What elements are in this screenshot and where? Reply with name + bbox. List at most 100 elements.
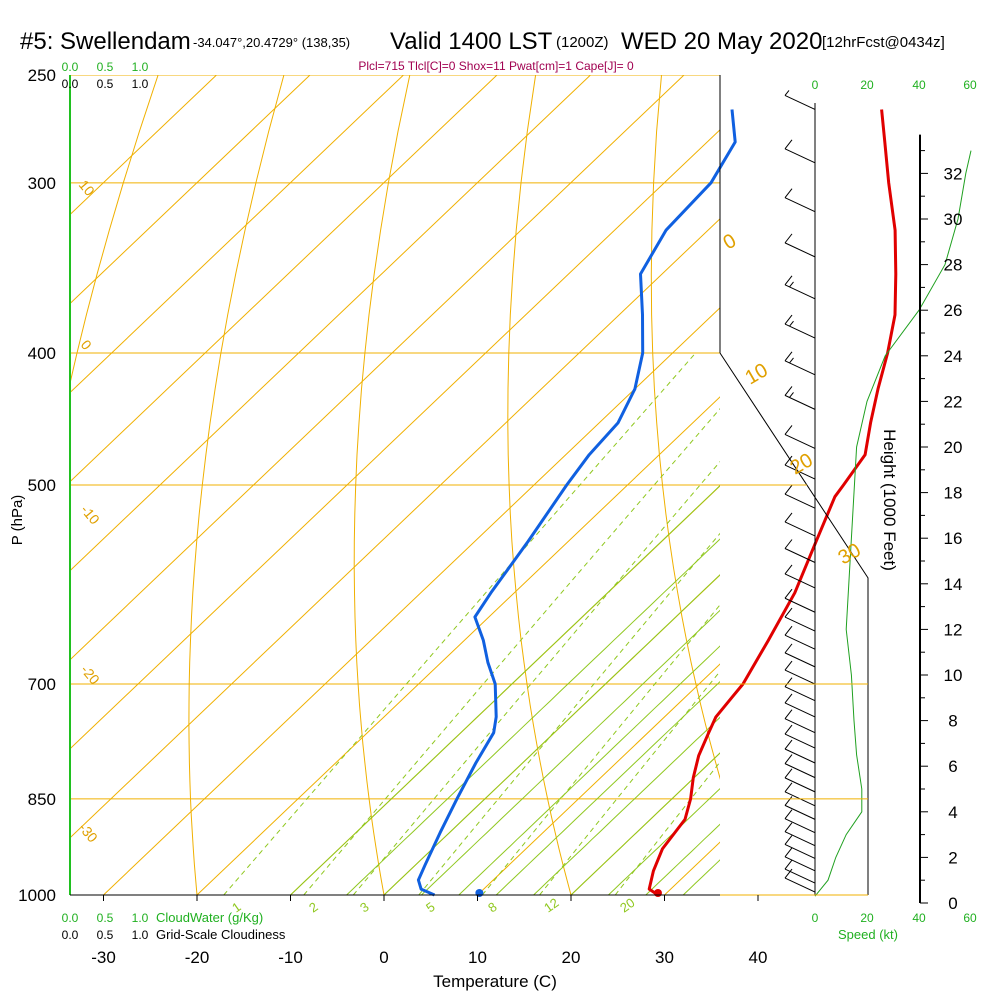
cloud-scale-top-green: 1.0	[132, 60, 149, 74]
height-tick-label: 2	[948, 848, 957, 867]
dewpoint-line	[416, 109, 737, 897]
wind-barb-flag	[784, 564, 793, 575]
pressure-tick-label: 250	[28, 66, 56, 85]
wind-barb	[784, 818, 816, 834]
cloud-water-label: CloudWater (g/Kg)	[156, 910, 263, 925]
mixing-ratio-label: 3	[357, 899, 372, 915]
mixing-ratio-label: 8	[485, 899, 500, 915]
temp-tick-label: -30	[91, 948, 116, 967]
speed-scale-bottom: 0	[812, 911, 819, 925]
wind-barb	[784, 323, 816, 339]
pressure-tick-label: 400	[28, 344, 56, 363]
wind-barb-flag	[784, 809, 793, 819]
wind-barb-half	[789, 357, 794, 364]
wind-barb	[784, 868, 816, 884]
wind-barb-flag	[784, 314, 793, 325]
wind-barb	[784, 521, 816, 537]
moist-adiabat	[458, 645, 720, 895]
wind-barb-flag	[784, 188, 793, 199]
height-tick-label: 12	[944, 620, 963, 639]
wind-barb-flag	[784, 868, 793, 879]
y-axis-label: P (hPa)	[9, 495, 26, 546]
wind-barb	[784, 433, 816, 449]
height-tick-label: 16	[944, 529, 963, 548]
valid-time: Valid 1400 LST	[390, 28, 553, 55]
speed-scale-bottom: 60	[963, 911, 977, 925]
wind-barb	[784, 197, 816, 213]
cloud-scale-bottom-black: 0.5	[97, 928, 114, 942]
mixing-ratio-line	[223, 352, 696, 895]
wind-barb-flag	[784, 724, 793, 735]
cloud-scale-top-green: 0.0	[62, 60, 79, 74]
dry-adiabat	[786, 75, 945, 895]
zulu-time: (1200Z)	[556, 34, 609, 51]
temperature-line	[647, 109, 898, 897]
wind-barb-flag	[784, 660, 793, 671]
moist-adiabat	[290, 484, 720, 895]
isotherm-label: 10	[76, 177, 98, 199]
height-tick-label: 32	[944, 164, 963, 183]
wind-barb-flag	[784, 693, 793, 704]
wind-barb	[784, 464, 816, 480]
wind-barb-flag	[784, 275, 793, 286]
height-tick-label: 6	[948, 757, 957, 776]
cloudiness-label: Grid-Scale Cloudiness	[156, 927, 286, 942]
wind-barb	[784, 597, 816, 613]
speed-label: Speed (kt)	[838, 927, 898, 942]
cloud-scale-bottom-green: 1.0	[132, 911, 149, 925]
wind-barb	[784, 548, 816, 563]
temp-tick-label: 0	[379, 948, 388, 967]
wind-barb-flag	[784, 351, 793, 362]
wind-barb	[784, 616, 816, 632]
height-tick-label: 14	[944, 575, 963, 594]
dry-adiabat	[507, 75, 572, 895]
pressure-tick-label: 850	[28, 790, 56, 809]
wind-barb-flag	[784, 754, 793, 764]
isotherm-label: 0	[720, 230, 741, 255]
wind-barb-flag	[784, 512, 793, 523]
isotherm	[70, 75, 311, 305]
surface-dewpoint-dot	[475, 889, 484, 897]
mixing-ratio-line	[303, 408, 720, 895]
wind-barb-flag	[784, 607, 793, 618]
isotherm	[70, 75, 498, 483]
height-axis-label: Height (1000 Feet)	[880, 429, 899, 571]
dry-adiabat	[188, 75, 285, 895]
height-tick-label: 18	[944, 484, 963, 503]
x-axis-label: Temperature (C)	[433, 972, 557, 991]
height-tick-label: 4	[948, 803, 957, 822]
wind-barb-flag	[784, 425, 793, 435]
slant-border	[719, 352, 869, 895]
wind-barb	[784, 686, 816, 702]
wind-barb-half	[789, 320, 794, 327]
surface-temperature-dot	[653, 889, 662, 897]
height-tick-label: 10	[944, 666, 963, 685]
wind-barb	[784, 284, 816, 300]
height-tick-label: 24	[944, 347, 963, 366]
wind-barb-flag	[784, 782, 793, 793]
wind-barb-flag	[784, 139, 793, 150]
height-tick-label: 8	[948, 712, 957, 731]
wind-barb-flag	[784, 859, 793, 870]
moist-adiabat	[421, 609, 720, 895]
isotherm-label: -10	[78, 502, 103, 528]
dry-adiabat	[650, 75, 720, 780]
mixing-ratio-line	[539, 670, 720, 895]
pressure-tick-label: 700	[28, 675, 56, 694]
cloud-scale-top-black: 0.5	[97, 77, 114, 91]
isotherm	[70, 75, 404, 394]
profile-lines	[416, 90, 972, 897]
mixing-ratio-line	[614, 761, 720, 895]
mixing-ratio-label: 20	[617, 895, 637, 916]
forecast-info: [12hrFcst@0434z]	[822, 34, 945, 51]
wind-barb	[784, 804, 816, 820]
wind-barb	[784, 493, 816, 509]
temp-tick-label: 10	[468, 948, 487, 967]
temp-tick-label: -20	[185, 948, 210, 967]
wind-barb	[784, 394, 816, 410]
pressure-tick-label: 300	[28, 174, 56, 193]
wind-barb-flag	[784, 588, 793, 599]
height-tick-label: 26	[944, 301, 963, 320]
